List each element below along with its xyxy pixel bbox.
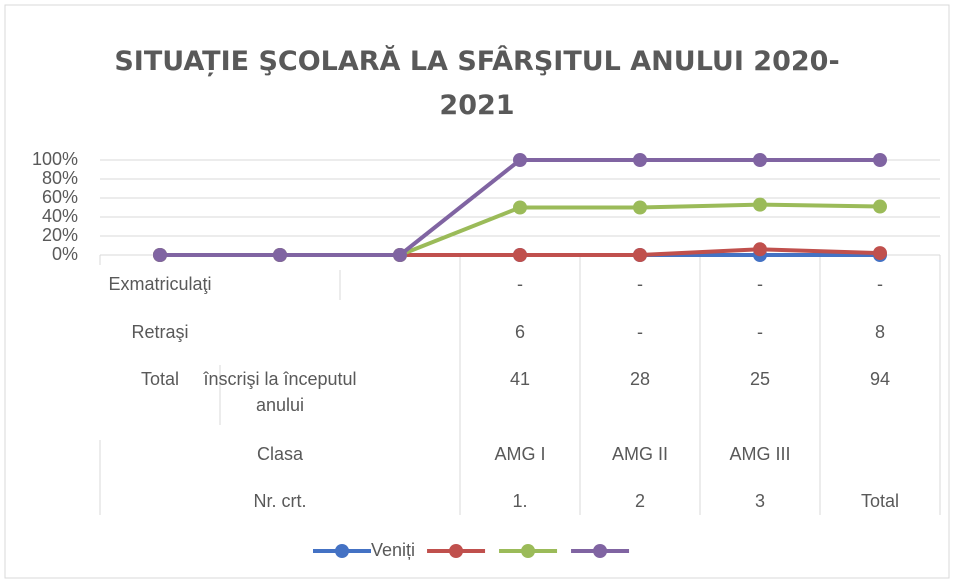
legend-marker (449, 544, 464, 558)
y-tick-label: 100% (32, 149, 78, 169)
category-label: - (877, 274, 883, 294)
series-marker (513, 200, 527, 215)
category-label: 6 (515, 322, 525, 342)
legend-marker (593, 544, 608, 558)
series-marker (273, 248, 287, 262)
category-label: - (757, 274, 763, 294)
legend-marker (521, 544, 536, 558)
series-marker (873, 246, 887, 261)
series-marker (873, 199, 887, 214)
category-label: - (517, 274, 523, 294)
category-label: AMG II (612, 444, 668, 464)
series-marker (633, 153, 647, 167)
category-label: AMG III (729, 444, 790, 464)
category-label: 25 (750, 369, 770, 389)
y-tick-label: 80% (42, 168, 78, 188)
y-tick-label: 40% (42, 206, 78, 226)
series-marker (633, 248, 647, 262)
series-marker (753, 153, 767, 167)
y-tick-label: 20% (42, 225, 78, 245)
series-marker (513, 153, 527, 167)
series-marker (513, 248, 527, 262)
category-label: 94 (870, 369, 890, 389)
series-marker (633, 200, 647, 215)
series-marker (753, 242, 767, 257)
category-label: Total (861, 491, 899, 511)
category-label: AMG I (494, 444, 545, 464)
legend-marker (335, 544, 349, 558)
series-marker (393, 248, 407, 262)
category-label: - (637, 274, 643, 294)
series-marker (753, 197, 767, 212)
category-label: 41 (510, 369, 530, 389)
category-label: Retraşi (131, 322, 188, 342)
category-label: 1. (512, 491, 527, 511)
y-tick-label: 60% (42, 187, 78, 207)
chart-title: SITUAȚIE ŞCOLARĂ LA SFÂRŞITUL ANULUI 202… (114, 46, 840, 121)
category-label: Total (141, 369, 179, 389)
category-label: - (757, 322, 763, 342)
category-separators (99, 255, 941, 515)
category-label: 28 (630, 369, 650, 389)
category-label: 3 (755, 491, 765, 511)
category-label: - (637, 322, 643, 342)
series-marker (873, 153, 887, 167)
y-tick-label: 0% (52, 244, 78, 264)
category-label: 2 (635, 491, 645, 511)
category-label: 8 (875, 322, 885, 342)
chart-border (4, 4, 950, 579)
category-label: Exmatriculaţi (108, 274, 211, 294)
series-marker (153, 248, 167, 262)
category-label: Clasa (257, 444, 304, 464)
legend-label: Veniți (371, 540, 415, 560)
category-label: înscrişi la începutul anului (202, 369, 356, 415)
category-label: Nr. crt. (254, 491, 307, 511)
